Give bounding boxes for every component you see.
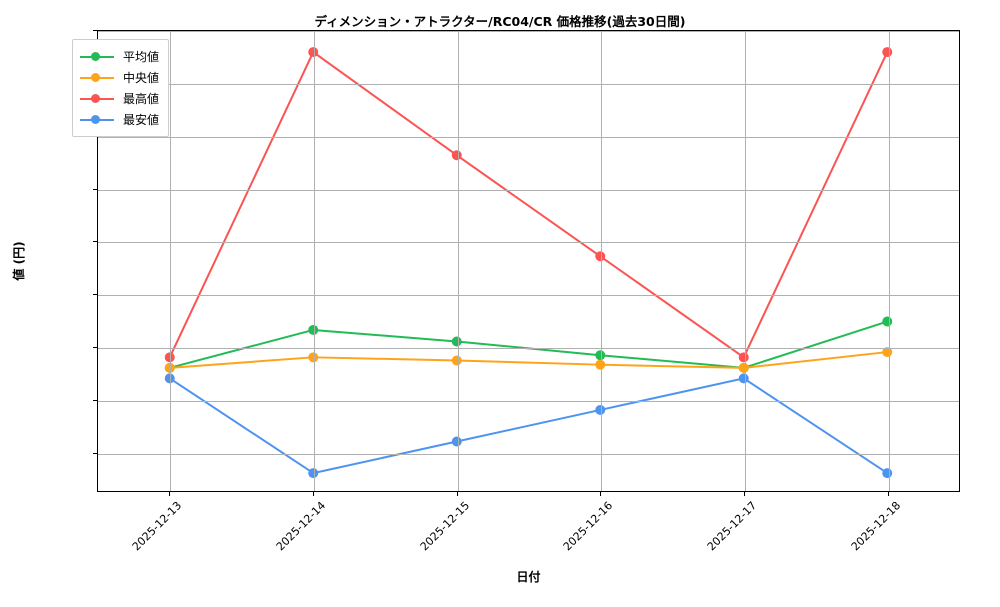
- gridline-vertical: [889, 31, 891, 491]
- data-point-marker: [308, 468, 319, 479]
- data-point-marker: [451, 150, 462, 161]
- x-tick-mark: [744, 492, 746, 496]
- legend-marker-icon: [80, 113, 114, 127]
- data-point-marker: [882, 316, 893, 327]
- gridline-horizontal: [98, 242, 959, 244]
- legend-item[interactable]: 平均値: [80, 46, 159, 67]
- x-axis-label: 日付: [516, 570, 541, 584]
- legend-marker-icon: [80, 71, 114, 85]
- gridline-horizontal: [98, 31, 959, 32]
- gridline-horizontal: [98, 136, 959, 138]
- data-point-marker: [308, 324, 319, 335]
- data-point-marker: [308, 47, 319, 58]
- gridline-vertical: [745, 31, 747, 491]
- gridline-vertical: [601, 31, 603, 491]
- legend-marker-icon: [80, 50, 114, 64]
- data-point-marker: [595, 404, 606, 415]
- data-point-marker: [164, 373, 175, 384]
- legend-label: 中央値: [123, 71, 160, 85]
- x-tick-mark: [312, 492, 314, 496]
- data-point-marker: [738, 373, 749, 384]
- data-point-marker: [451, 355, 462, 366]
- chart-title: ディメンション・アトラクター/RC04/CR 価格推移(過去30日間): [314, 14, 686, 29]
- x-tick-label: 2025-12-17: [705, 499, 760, 554]
- plot-area: [97, 30, 960, 492]
- gridline-vertical: [169, 31, 171, 491]
- legend-label: 最高値: [123, 92, 160, 106]
- chart-legend: 平均値中央値最高値最安値: [72, 39, 170, 137]
- data-point-marker: [595, 359, 606, 370]
- y-tick-mark: [93, 347, 97, 349]
- x-tick-mark: [456, 492, 458, 496]
- series-line: [168, 51, 889, 359]
- data-point-marker: [738, 362, 749, 373]
- legend-label: 最安値: [123, 113, 160, 127]
- x-tick-label: 2025-12-18: [848, 499, 904, 554]
- data-point-marker: [595, 251, 606, 262]
- x-tick-mark: [168, 492, 170, 496]
- x-tick-label: 2025-12-16: [561, 499, 616, 554]
- legend-item[interactable]: 最高値: [80, 88, 159, 109]
- x-tick-label: 2025-12-13: [129, 499, 185, 554]
- y-tick-mark: [93, 30, 97, 31]
- data-point-marker: [451, 336, 462, 347]
- y-tick-mark: [93, 241, 97, 243]
- data-point-marker: [882, 47, 893, 58]
- gridline-vertical: [313, 31, 315, 491]
- x-tick-mark: [600, 492, 602, 496]
- gridline-horizontal: [98, 453, 959, 455]
- data-point-marker: [308, 352, 319, 363]
- gridline-vertical: [457, 31, 459, 491]
- legend-label: 平均値: [123, 50, 160, 64]
- data-point-marker: [882, 468, 893, 479]
- gridline-horizontal: [98, 295, 959, 297]
- data-point-marker: [738, 352, 749, 363]
- data-point-marker: [595, 350, 606, 361]
- series-line: [168, 351, 889, 369]
- data-point-marker: [451, 436, 462, 447]
- x-tick-label: 2025-12-15: [417, 499, 472, 554]
- gridline-horizontal: [98, 83, 959, 85]
- gridline-horizontal: [98, 401, 959, 403]
- y-tick-mark: [93, 294, 97, 296]
- series-lines: [164, 47, 893, 479]
- y-tick-mark: [93, 188, 97, 190]
- gridline-horizontal: [98, 189, 959, 191]
- data-point-marker: [164, 352, 175, 363]
- data-point-marker: [164, 362, 175, 373]
- legend-item[interactable]: 中央値: [80, 67, 159, 88]
- x-tick-label: 2025-12-14: [273, 499, 328, 554]
- legend-marker-icon: [80, 92, 114, 106]
- legend-item[interactable]: 最安値: [80, 109, 159, 130]
- y-tick-mark: [93, 452, 97, 454]
- x-tick-mark: [888, 492, 890, 496]
- gridline-horizontal: [98, 348, 959, 350]
- y-tick-mark: [93, 400, 97, 402]
- y-axis-label: 値 (円): [12, 241, 26, 281]
- series-line: [168, 377, 889, 475]
